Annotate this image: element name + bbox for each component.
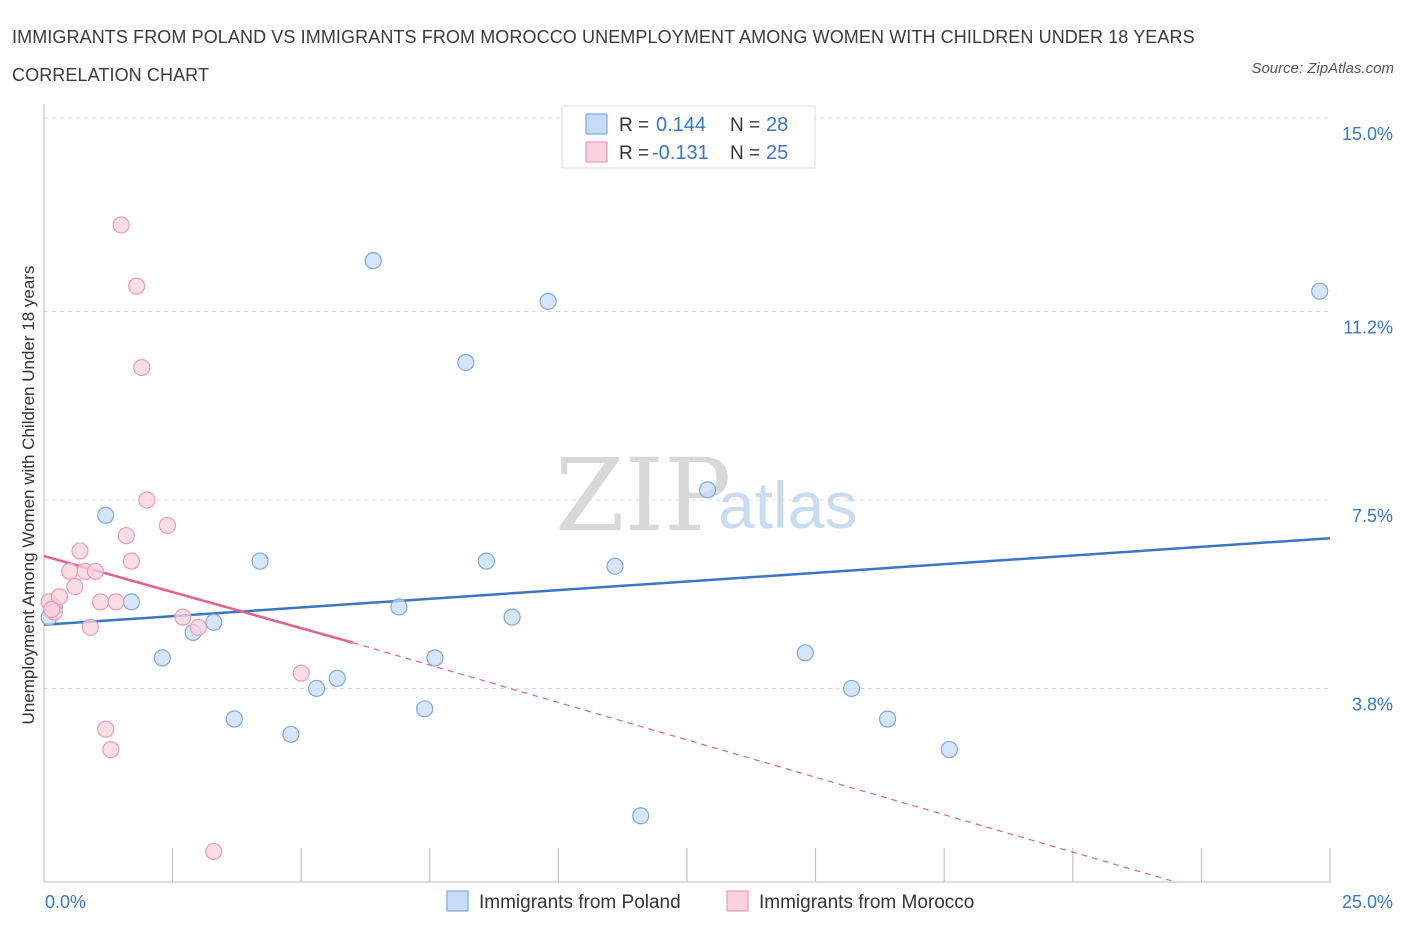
y-tick-label: 15.0% (1342, 124, 1393, 144)
data-point-poland (796, 644, 814, 662)
data-point-morocco (174, 608, 192, 626)
data-point-morocco (107, 593, 125, 611)
data-point-morocco (138, 491, 156, 509)
data-point-poland (457, 353, 475, 372)
data-point-poland (308, 679, 326, 698)
data-point-poland (328, 669, 346, 687)
data-point-poland (843, 679, 861, 698)
legend-r-label-2: R = (619, 143, 649, 164)
legend-r-value-2: -0.131 (652, 142, 709, 164)
data-point-poland (503, 608, 521, 626)
data-point-poland (539, 292, 557, 310)
series-legend-label-morocco: Immigrants from Morocco (759, 892, 974, 913)
data-point-morocco (91, 593, 110, 611)
data-point-morocco (71, 542, 89, 560)
source-label: Source: ZipAtlas.com (1251, 60, 1394, 77)
data-point-poland (940, 740, 958, 759)
data-point-morocco (61, 562, 79, 580)
data-point-poland (205, 613, 223, 631)
data-point-poland (698, 481, 717, 499)
y-tick-label: 11.2% (1343, 318, 1393, 338)
trend-line-poland (43, 536, 1331, 627)
data-point-morocco (50, 588, 69, 606)
legend-swatch-poland (585, 113, 608, 135)
data-point-poland (122, 593, 141, 611)
data-point-poland (477, 552, 495, 570)
legend-n-label-2: N = (730, 143, 760, 164)
data-point-poland (251, 552, 269, 570)
data-point-morocco (133, 358, 151, 377)
data-point-poland (426, 649, 444, 667)
chart-title: IMMIGRANTS FROM POLAND VS IMMIGRANTS FRO… (12, 27, 1195, 85)
x-tick-label: 25.0% (1342, 892, 1393, 912)
data-point-morocco (102, 740, 120, 759)
correlation-legend: R = 0.144 N = 28 R = -0.131 N = 25 (561, 105, 816, 169)
data-point-morocco (97, 720, 115, 738)
data-point-poland (282, 725, 300, 743)
trend-line-morocco-extension (352, 642, 1176, 883)
data-point-poland (364, 252, 382, 270)
legend-n-value-2: 25 (766, 142, 788, 164)
series-legend-swatch-morocco (726, 890, 749, 912)
data-point-morocco (43, 600, 61, 619)
data-point-morocco (112, 216, 130, 234)
data-point-poland (632, 807, 650, 825)
legend-n-value-1: 28 (766, 114, 788, 136)
data-point-morocco (81, 618, 99, 636)
series-legend-swatch-poland (446, 890, 469, 912)
watermark-atlas: atlas (718, 468, 857, 542)
data-point-morocco (127, 277, 146, 295)
data-point-poland (879, 710, 897, 728)
data-point-poland (390, 598, 408, 616)
data-point-morocco (158, 516, 177, 535)
data-point-poland (225, 710, 243, 728)
y-tick-label: 7.5% (1352, 506, 1393, 526)
data-point-poland (97, 506, 115, 524)
data-point-morocco (66, 577, 84, 596)
legend-r-value-1: 0.144 (656, 114, 706, 136)
legend-r-label-1: R = (619, 115, 649, 136)
data-point-morocco (86, 562, 105, 580)
data-point-poland (153, 649, 171, 667)
y-tick-label: 3.8% (1352, 694, 1393, 714)
data-point-poland (1311, 282, 1329, 300)
data-point-morocco (117, 527, 135, 545)
data-point-morocco (189, 618, 207, 636)
data-point-morocco (205, 842, 223, 861)
legend-swatch-morocco (585, 141, 608, 163)
data-point-morocco (292, 664, 310, 682)
data-point-poland (606, 557, 624, 575)
legend-n-label-1: N = (730, 115, 760, 136)
series-legend-label-poland: Immigrants from Poland (479, 892, 681, 913)
data-point-poland (416, 700, 434, 718)
series-legend: Immigrants from Poland Immigrants from M… (446, 890, 974, 913)
y-axis-label: Unemployment Among Women with Children U… (19, 266, 38, 725)
x-tick-label: 0.0% (45, 892, 86, 912)
data-point-morocco (122, 552, 141, 570)
